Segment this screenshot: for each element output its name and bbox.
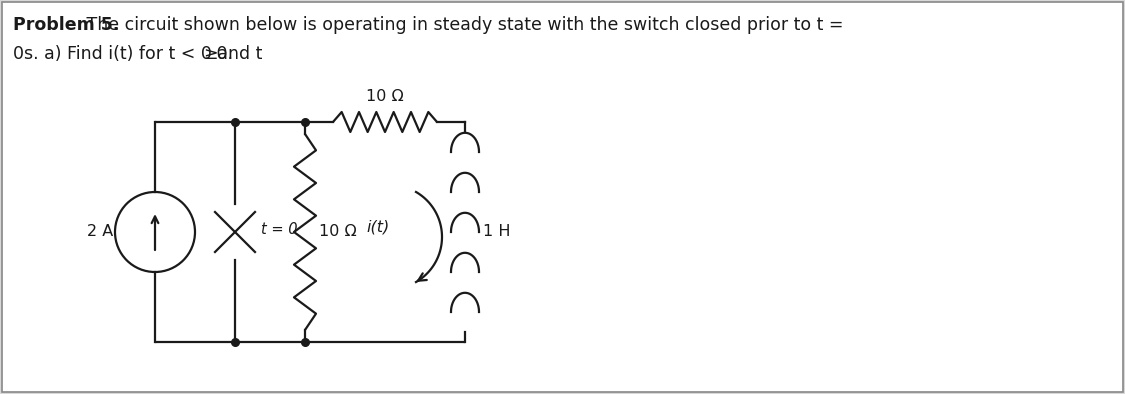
- Text: 2 A: 2 A: [87, 225, 114, 240]
- Text: 0.: 0.: [210, 45, 233, 63]
- Text: i(t): i(t): [367, 219, 389, 234]
- Text: The circuit shown below is operating in steady state with the switch closed prio: The circuit shown below is operating in …: [81, 16, 844, 34]
- Text: 10 Ω: 10 Ω: [319, 225, 357, 240]
- Text: Problem 5.: Problem 5.: [14, 16, 119, 34]
- Text: ≥: ≥: [204, 45, 218, 63]
- Text: t = 0: t = 0: [261, 223, 297, 238]
- Text: 10 Ω: 10 Ω: [366, 89, 404, 104]
- Text: 1 H: 1 H: [483, 225, 511, 240]
- Text: 0s. a) Find i(t) for t < 0 and t: 0s. a) Find i(t) for t < 0 and t: [14, 45, 262, 63]
